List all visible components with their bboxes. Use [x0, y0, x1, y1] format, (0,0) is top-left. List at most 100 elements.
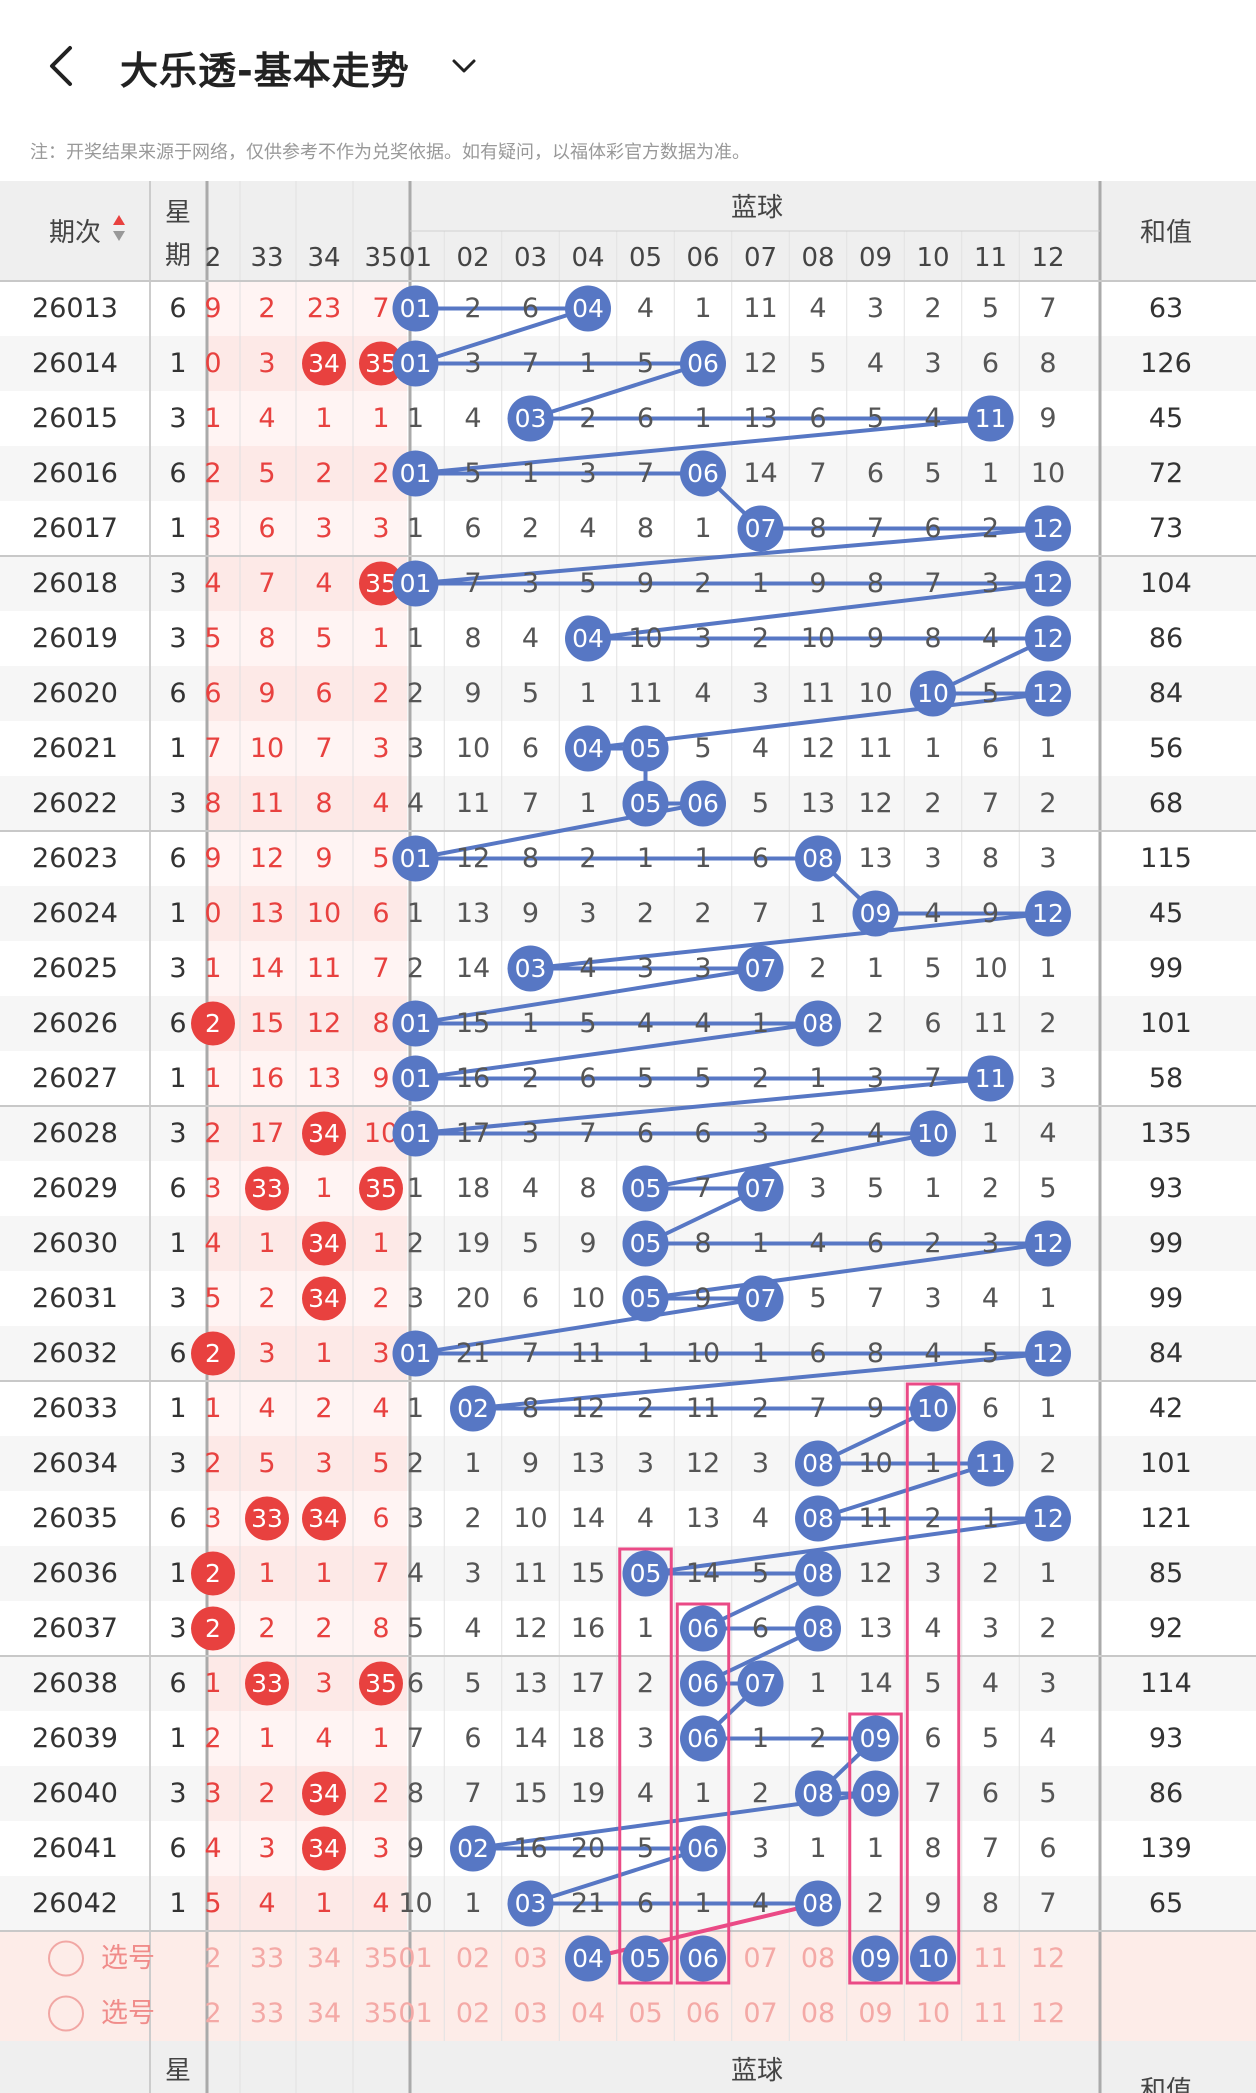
issue-cell: 26018 [32, 568, 118, 599]
trend-line [413, 306, 590, 366]
trend-table[interactable]: 期次星期 2 33 34 35 蓝球 01 02 03 04 05 06 07 08 09 10 11 12 和值 2… [0, 181, 1256, 2093]
front-miss-cell: 2 [315, 1393, 332, 1424]
blue-ball-number: 09 [860, 1779, 892, 1808]
select-blue-number[interactable]: 04 [571, 1998, 605, 2029]
red-ball [245, 1661, 289, 1706]
blue-miss-cell: 2 [1039, 1613, 1056, 1644]
select-blue-number[interactable]: 12 [1031, 1998, 1065, 2029]
select-blue-number[interactable]: 08 [801, 1998, 835, 2029]
blue-miss-cell: 13 [456, 898, 490, 929]
selected-blue-ball[interactable] [910, 1935, 956, 1982]
blue-miss-cell: 4 [982, 623, 999, 654]
select-blue-number[interactable]: 01 [398, 1998, 432, 2029]
blue-ball-number: 05 [630, 1559, 662, 1588]
select-blue-number[interactable]: 12 [1031, 1943, 1065, 1974]
selected-blue-ball[interactable] [565, 1935, 611, 1982]
blue-col-header: 09 [859, 243, 892, 273]
blue-miss-cell: 2 [809, 953, 826, 984]
select-blue-number[interactable]: 07 [743, 1943, 777, 1974]
blue-ball [910, 1385, 956, 1432]
select-blue-number[interactable]: 10 [916, 1998, 950, 2029]
blue-miss-cell: 5 [809, 348, 826, 379]
issue-header: 期次 [49, 218, 101, 248]
blue-miss-cell: 2 [694, 568, 711, 599]
week-cell: 1 [169, 1888, 186, 1919]
front-miss-cell: 11 [307, 953, 341, 984]
selected-blue-ball[interactable] [852, 1935, 899, 1982]
blue-miss-cell: 6 [522, 1283, 539, 1314]
blue-miss-cell: 7 [924, 1063, 941, 1094]
selected-blue-ball[interactable] [622, 1935, 669, 1982]
select-front-number[interactable]: 33 [250, 1943, 284, 1974]
blue-miss-cell: 8 [464, 623, 481, 654]
select-blue-number[interactable]: 11 [973, 1943, 1007, 1974]
blue-ball [622, 1220, 669, 1267]
select-front-number[interactable]: 35 [364, 1998, 398, 2029]
blue-miss-cell: 3 [522, 1118, 539, 1149]
sum-cell: 121 [1140, 1503, 1192, 1534]
select-blue-number[interactable]: 03 [513, 1998, 547, 2029]
issue-cell: 26041 [32, 1833, 118, 1864]
blue-ball [392, 1000, 439, 1047]
chevron-down-icon[interactable] [448, 52, 480, 80]
select-blue-number[interactable]: 01 [398, 1943, 432, 1974]
blue-miss-cell: 3 [694, 953, 711, 984]
select-front-number[interactable]: 2 [204, 1998, 221, 2029]
blue-miss-cell: 8 [982, 1888, 999, 1919]
blue-miss-cell: 8 [522, 1393, 539, 1424]
blue-miss-cell: 16 [456, 1063, 490, 1094]
blue-miss-cell: 5 [924, 953, 941, 984]
select-blue-number[interactable]: 09 [858, 1998, 892, 2029]
select-radio-icon[interactable] [48, 1940, 84, 1977]
blue-miss-cell: 2 [464, 1503, 481, 1534]
front-miss-cell: 1 [204, 403, 221, 434]
select-blue-number[interactable]: 06 [686, 1998, 720, 2029]
select-blue-number[interactable]: 07 [743, 1998, 777, 2029]
select-blue-number[interactable]: 02 [456, 1943, 490, 1974]
blue-ball-number: 09 [860, 899, 892, 928]
blue-miss-cell: 1 [1039, 953, 1056, 984]
select-front-number[interactable]: 33 [250, 1998, 284, 2029]
select-blue-number[interactable]: 03 [513, 1943, 547, 1974]
red-ball [359, 341, 403, 386]
select-blue-number[interactable]: 08 [801, 1943, 835, 1974]
selected-blue-ball[interactable] [680, 1935, 726, 1982]
blue-miss-cell: 1 [637, 1338, 654, 1369]
blue-ball [1025, 560, 1071, 607]
blue-ball [795, 835, 841, 882]
front-miss-cell: 3 [204, 1778, 221, 1809]
select-front-number[interactable]: 2 [204, 1943, 221, 1974]
blue-miss-cell: 10 [801, 623, 835, 654]
issue-cell: 26013 [32, 293, 118, 324]
front-miss-cell: 1 [372, 623, 389, 654]
select-radio-icon[interactable] [48, 1995, 84, 2032]
blue-miss-cell: 7 [752, 898, 769, 929]
bottom-header-bg [0, 2041, 1256, 2093]
blue-miss-cell: 6 [982, 733, 999, 764]
page-title[interactable]: 大乐透-基本走势 [120, 49, 410, 93]
blue-ball-number: 11 [975, 1064, 1007, 1093]
blue-ball [507, 1880, 554, 1927]
blue-miss-cell: 7 [982, 1833, 999, 1864]
week-cell: 3 [169, 1613, 186, 1644]
blue-miss-cell: 2 [982, 1173, 999, 1204]
select-front-number[interactable]: 34 [307, 1998, 341, 2029]
week-cell: 3 [169, 623, 186, 654]
select-blue-number[interactable]: 02 [456, 1998, 490, 2029]
select-blue-number[interactable]: 05 [628, 1998, 662, 2029]
sum-cell: 86 [1149, 623, 1183, 654]
blue-col-header: 11 [974, 243, 1007, 273]
blue-ball-number: 01 [400, 349, 432, 378]
issue-cell: 26024 [32, 898, 118, 929]
blue-ball-number: 04 [572, 734, 604, 763]
select-blue-number[interactable]: 11 [973, 1998, 1007, 2029]
select-front-number[interactable]: 35 [364, 1943, 398, 1974]
blue-miss-cell: 3 [694, 623, 711, 654]
blue-miss-cell: 7 [407, 1723, 424, 1754]
blue-ball [680, 780, 726, 827]
chevron-left-icon[interactable] [40, 42, 88, 90]
sort-down-icon [113, 231, 125, 241]
blue-miss-cell: 5 [752, 788, 769, 819]
blue-ball [967, 1440, 1014, 1487]
select-front-number[interactable]: 34 [307, 1943, 341, 1974]
